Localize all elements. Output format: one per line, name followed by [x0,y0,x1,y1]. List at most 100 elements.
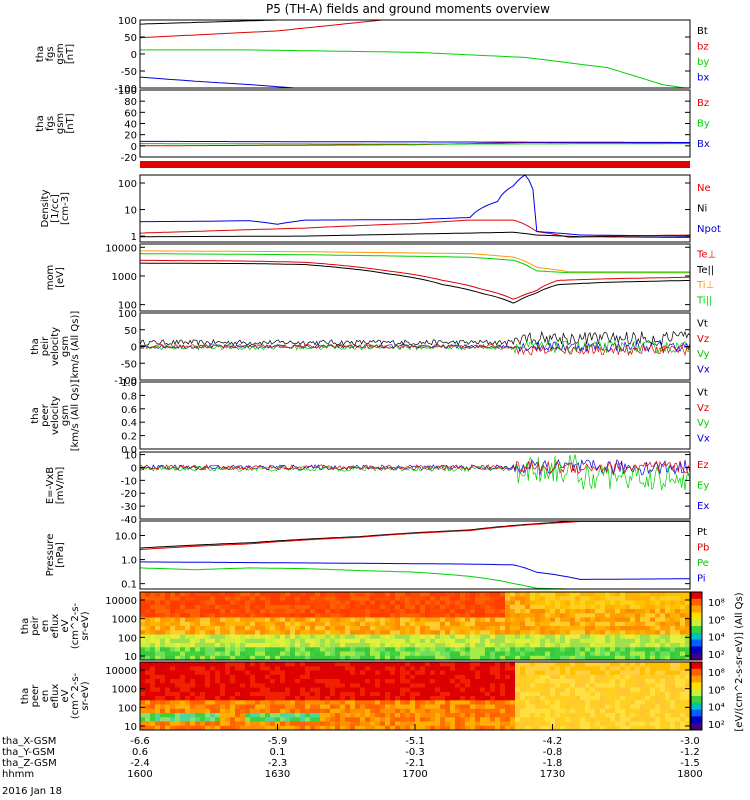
spectrogram-cell [335,638,341,644]
spectrogram-cell [160,704,166,710]
spectrogram-cell [680,721,686,727]
spectrogram-cell [310,609,316,614]
spectrogram-cell [445,687,451,693]
spectrogram-cell [650,634,656,640]
spectrogram-cell [545,617,551,623]
spectrogram-cell [220,674,226,680]
spectrogram-cell [610,630,616,636]
spectrogram-cell [355,634,361,640]
spectrogram-cell [450,708,456,714]
spectrogram-cell [425,647,431,653]
spectrogram-cell [410,721,416,727]
spectrogram-cell [460,662,466,667]
spectrogram-cell [525,691,531,697]
spectrogram-cell [370,683,376,689]
spectrogram-cell [340,704,346,710]
spectrogram-cell [345,700,351,706]
spectrogram-cell [505,696,511,701]
spectrogram-cell [465,600,471,606]
spectrogram-cell [660,704,666,710]
spectrogram-cell [265,713,271,718]
spectrogram-cell [240,604,246,610]
spectrogram-cell [260,647,266,653]
spectrogram-cell [385,643,391,648]
spectrogram-cell [500,721,506,727]
spectrogram-cell [150,674,156,680]
spectrogram-cell [465,638,471,644]
series-line-By [140,143,690,145]
spectrogram-cell [555,634,561,640]
spectrogram-cell [495,655,501,660]
spectrogram-cell [435,696,441,701]
spectrogram-cell [255,666,261,672]
spectrogram-cell [380,679,386,684]
spectrogram-cell [160,592,166,597]
spectrogram-cell [475,655,481,660]
spectrogram-cell [680,600,686,606]
spectrogram-cell [465,643,471,648]
spectrogram-cell [445,643,451,648]
spectrogram-cell [345,600,351,606]
spectrogram-cell [210,609,216,614]
legend-Bz: Bz [697,98,709,109]
spectrogram-cell [145,725,151,730]
spectrogram-cell [230,596,236,602]
spectrogram-cell [305,696,311,701]
spectrogram-cell [195,643,201,648]
spectrogram-cell [680,630,686,636]
spectrogram-cell [645,617,651,623]
spectrogram-cell [465,696,471,701]
colorbar-segment [691,619,702,627]
spectrogram-cell [465,662,471,667]
spectrogram-cell [560,674,566,680]
spectrogram-cell [425,613,431,619]
spectrogram-cell [455,708,461,714]
spectrogram-cell [585,647,591,653]
spectrogram-cell [630,647,636,653]
spectrogram-cell [510,687,516,693]
spectrogram-cell [395,621,401,627]
spectrogram-cell [670,609,676,614]
spectrogram-cell [415,621,421,627]
spectrogram-cell [605,613,611,619]
spectrogram-cell [325,691,331,697]
spectrogram-cell [155,604,161,610]
spectrogram-cell [225,704,231,710]
spectrogram-cell [430,674,436,680]
spectrogram-cell [390,604,396,610]
spectrogram-cell [145,691,151,697]
spectrogram-cell [320,713,326,718]
spectrogram-cell [540,704,546,710]
spectrogram-cell [270,600,276,606]
spectrogram-cell [140,613,146,619]
spectrogram-cell [235,674,241,680]
spectrogram-cell [390,647,396,653]
spectrogram-cell [365,666,371,672]
spectrogram-cell [575,596,581,602]
colorbar-segment [691,662,702,670]
spectrogram-cell [265,679,271,684]
spectrogram-cell [295,647,301,653]
spectrogram-cell [140,713,146,718]
spectrogram-cell [355,638,361,644]
spectrogram-cell [295,621,301,627]
spectrogram-cell [195,679,201,684]
spectrogram-cell [380,634,386,640]
spectrogram-cell [490,713,496,718]
spectrogram-cell [500,696,506,701]
spectrogram-cell [450,634,456,640]
spectrogram-cell [615,651,621,657]
spectrogram-cell [615,630,621,636]
spectrogram-cell [505,713,511,718]
spectrogram-cell [390,600,396,606]
spectrogram-cell [540,596,546,602]
spectrogram-cell [610,621,616,627]
spectrogram-cell [480,670,486,676]
spectrogram-cell [565,626,571,631]
spectrogram-cell [220,713,226,718]
spectrogram-cell [665,674,671,680]
spectrogram-cell [215,666,221,672]
spectrogram-cell [475,621,481,627]
spectrogram-cell [295,674,301,680]
spectrogram-cell [240,630,246,636]
